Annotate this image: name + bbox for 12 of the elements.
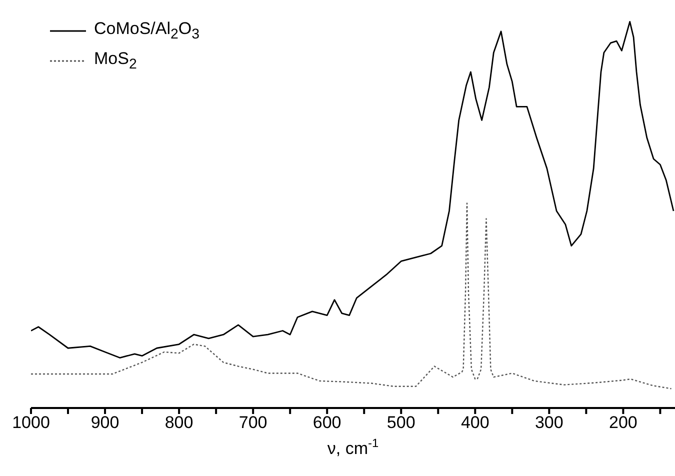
x-tick-label: 1000 [12, 413, 50, 432]
x-axis-title: ν, cm$^{-1}$ [327, 436, 379, 458]
x-tick-label: 400 [460, 413, 490, 432]
x-tick-label: 600 [312, 413, 342, 432]
legend-label: CoMoS/Al$_{2}$O$_{3}$ [94, 19, 200, 43]
x-tick-label: 900 [90, 413, 120, 432]
x-tick-label: 500 [386, 413, 416, 432]
x-tick-label: 800 [164, 413, 194, 432]
x-tick-label: 300 [534, 413, 564, 432]
x-tick-label: 700 [238, 413, 268, 432]
legend-label: MoS$_{2}$ [94, 49, 137, 73]
x-tick-label: 200 [608, 413, 638, 432]
